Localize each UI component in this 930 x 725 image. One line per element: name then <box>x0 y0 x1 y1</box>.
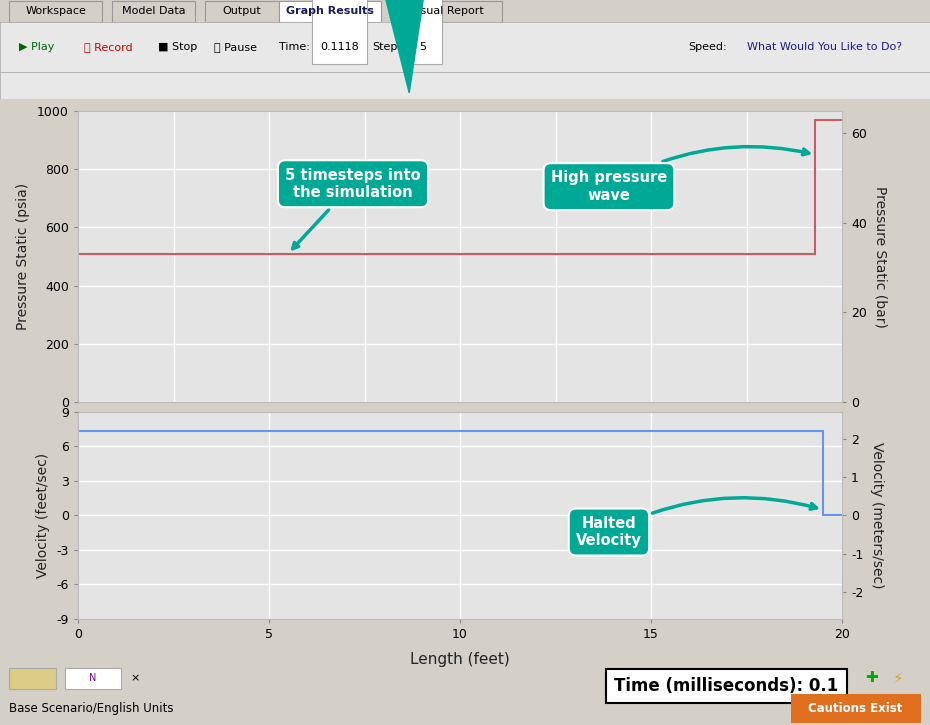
FancyBboxPatch shape <box>9 668 56 689</box>
Text: High pressure
wave: High pressure wave <box>551 146 809 203</box>
FancyBboxPatch shape <box>312 0 367 64</box>
FancyBboxPatch shape <box>391 1 502 22</box>
Text: Time:: Time: <box>279 42 310 52</box>
Text: Halted
Velocity: Halted Velocity <box>576 498 817 548</box>
FancyBboxPatch shape <box>0 72 930 99</box>
FancyBboxPatch shape <box>9 1 102 22</box>
Text: Output: Output <box>222 6 261 16</box>
Text: Visual Report: Visual Report <box>409 6 484 16</box>
Text: N: N <box>89 673 97 683</box>
FancyBboxPatch shape <box>65 668 121 689</box>
Text: 5 timesteps into
the simulation: 5 timesteps into the simulation <box>286 167 421 249</box>
Text: 5: 5 <box>419 42 427 52</box>
Text: ⏺ Record: ⏺ Record <box>84 42 132 52</box>
FancyBboxPatch shape <box>205 1 279 22</box>
Text: ✚: ✚ <box>865 671 878 686</box>
FancyBboxPatch shape <box>790 695 921 724</box>
FancyBboxPatch shape <box>0 22 930 72</box>
Y-axis label: Pressure Static (psia): Pressure Static (psia) <box>16 183 30 330</box>
Text: Step:: Step: <box>372 42 401 52</box>
Text: Workspace: Workspace <box>25 6 86 16</box>
Text: Cautions Exist: Cautions Exist <box>808 702 903 715</box>
Text: Speed:: Speed: <box>688 42 727 52</box>
Text: ▶ Play: ▶ Play <box>19 42 54 52</box>
Text: Base Scenario/English Units: Base Scenario/English Units <box>9 702 174 715</box>
Y-axis label: Velocity (meters/sec): Velocity (meters/sec) <box>870 442 884 589</box>
Text: ⚡: ⚡ <box>893 671 904 686</box>
Text: ×: × <box>130 673 140 683</box>
FancyBboxPatch shape <box>112 1 195 22</box>
Text: 0.1118: 0.1118 <box>320 42 359 52</box>
Text: Time (milliseconds): 0.1: Time (milliseconds): 0.1 <box>614 677 838 695</box>
Text: ⏸ Pause: ⏸ Pause <box>214 42 257 52</box>
Text: Model Data: Model Data <box>122 6 185 16</box>
Text: What Would You Like to Do?: What Would You Like to Do? <box>747 42 902 52</box>
Text: ■ Stop: ■ Stop <box>158 42 197 52</box>
FancyBboxPatch shape <box>405 0 442 64</box>
Y-axis label: Velocity (feet/sec): Velocity (feet/sec) <box>35 453 49 578</box>
Y-axis label: Pressure Static (bar): Pressure Static (bar) <box>874 186 888 328</box>
X-axis label: Length (feet): Length (feet) <box>410 652 510 667</box>
Text: Graph Results: Graph Results <box>286 6 374 16</box>
FancyBboxPatch shape <box>279 1 381 22</box>
